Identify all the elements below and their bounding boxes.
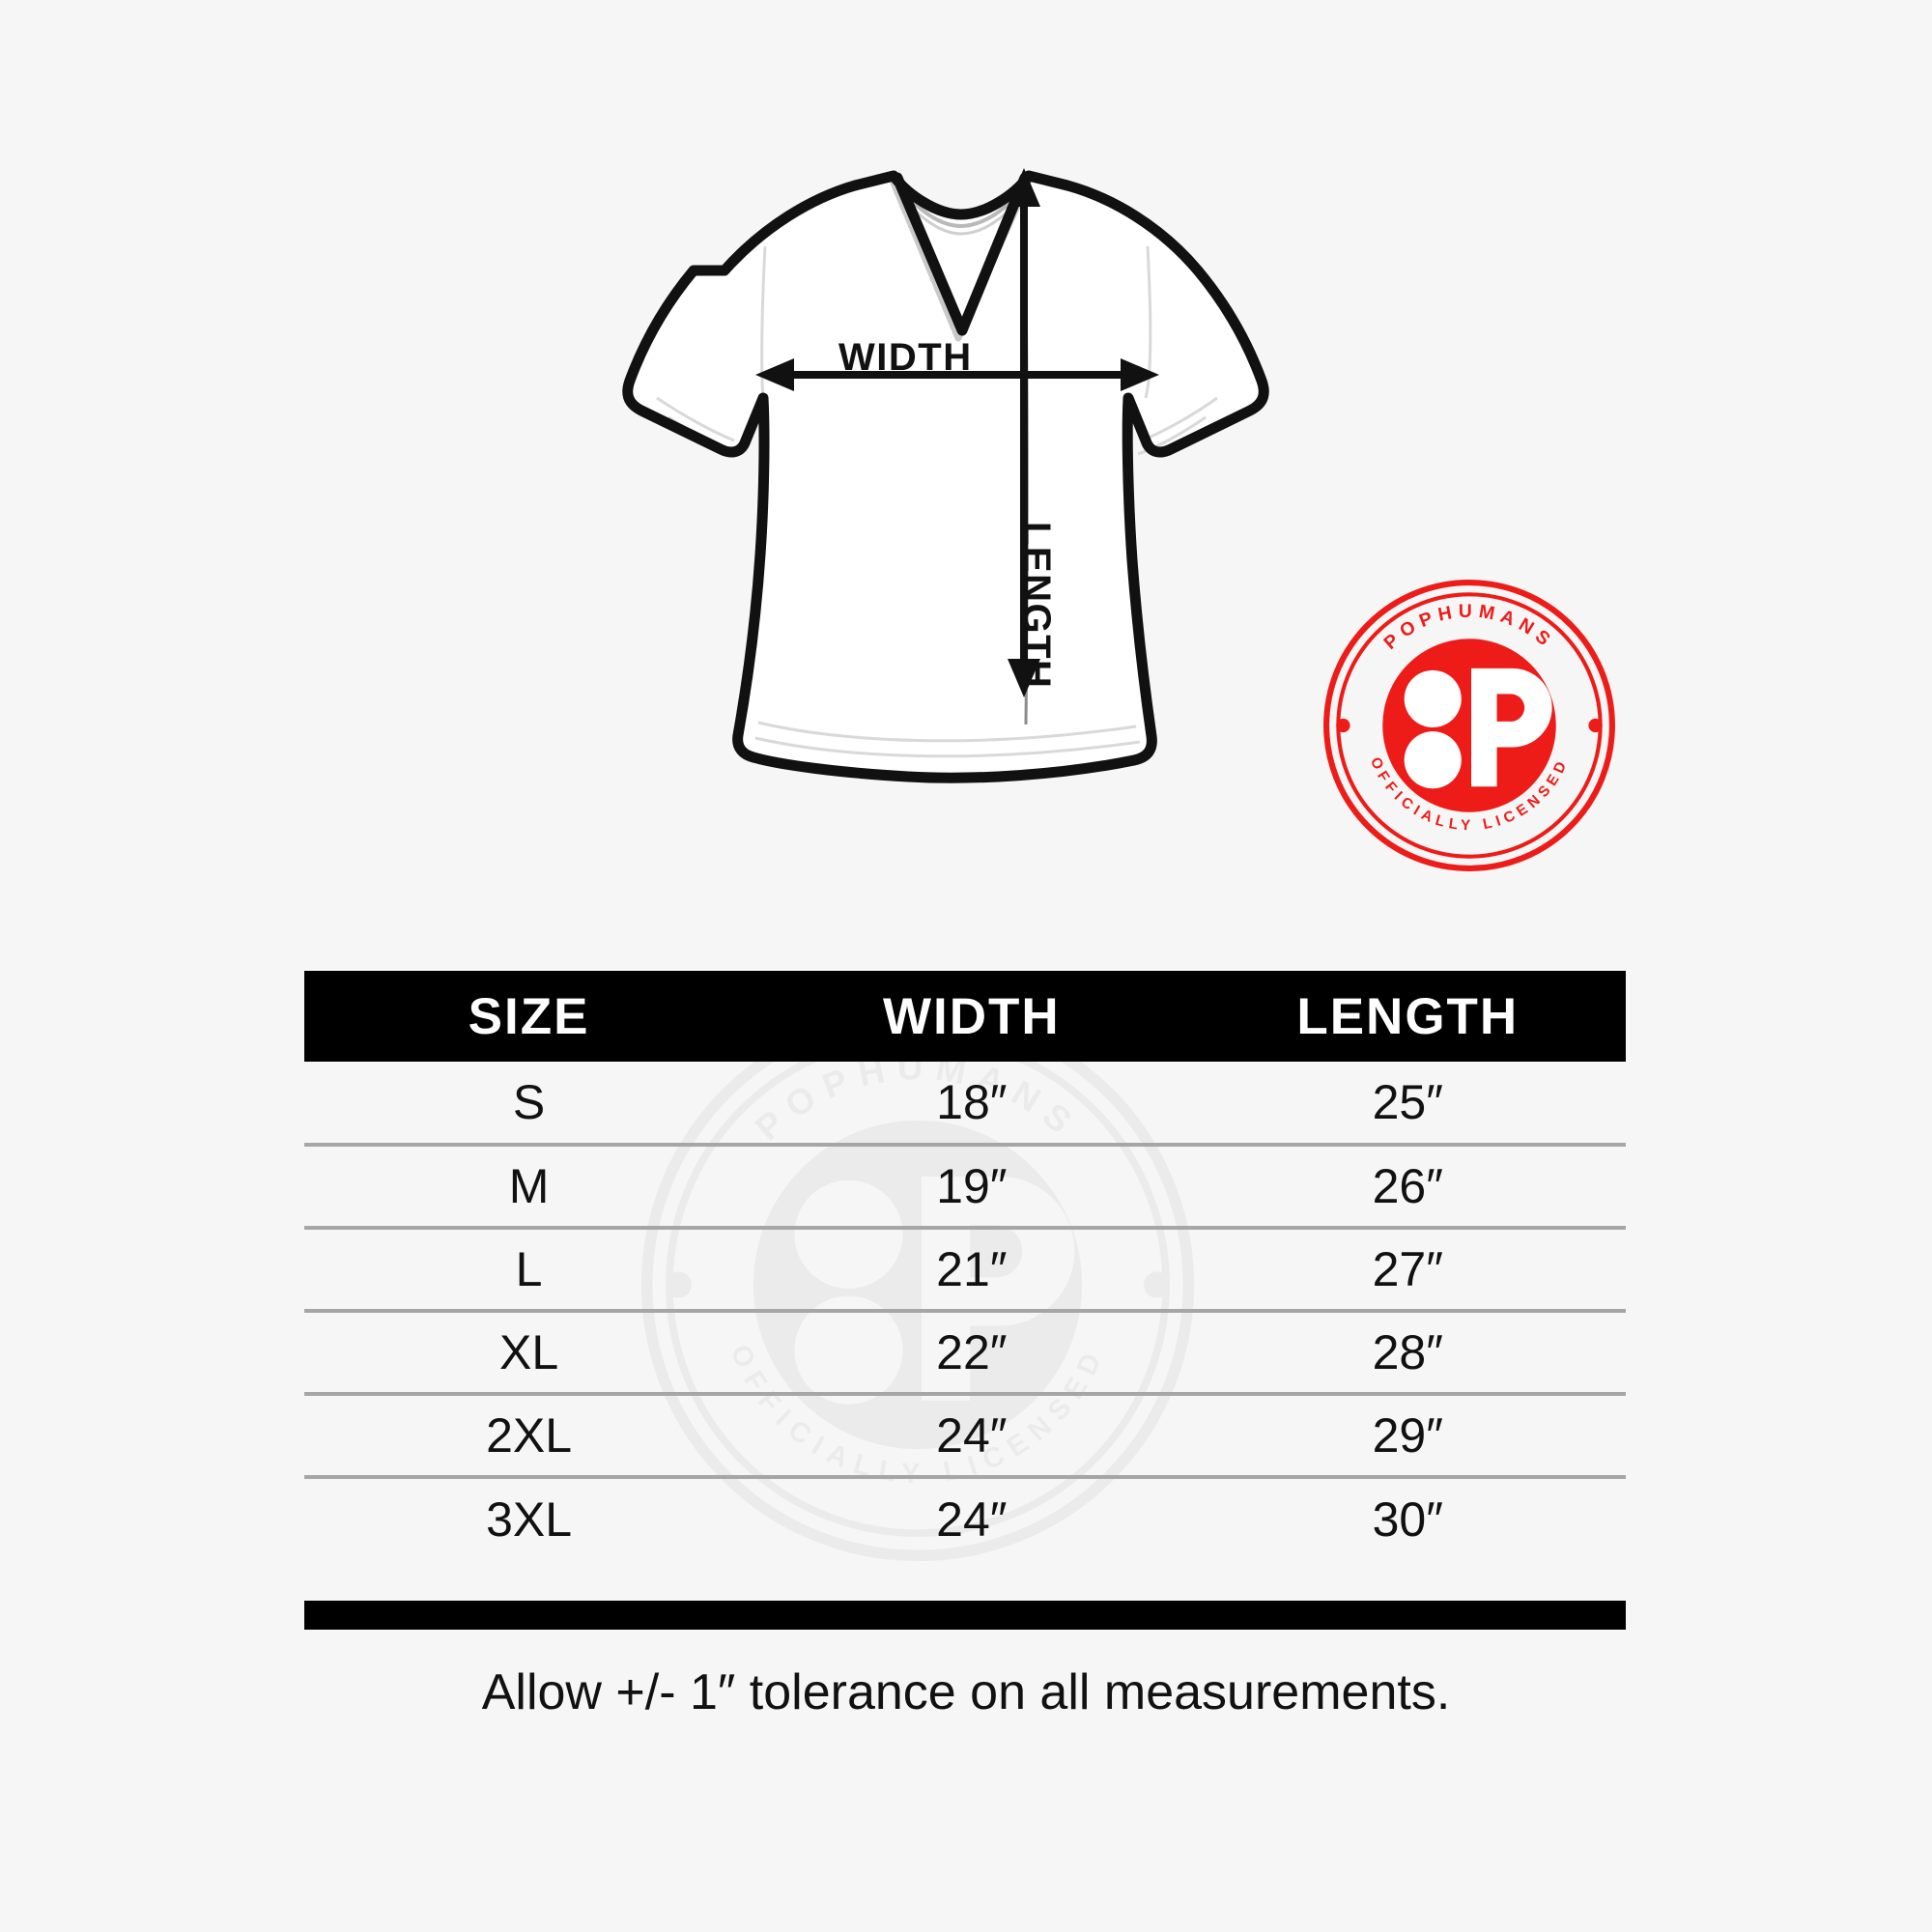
cell-width: 22″ xyxy=(753,1311,1190,1396)
length-dimension-label: LENGTH xyxy=(1015,522,1058,690)
cell-size: M xyxy=(304,1145,754,1230)
column-header-width: WIDTH xyxy=(753,971,1190,1062)
badge-monogram-p xyxy=(1471,668,1552,787)
pophumans-badge: POPHUMANS OFFICIALLY LICENSED xyxy=(1321,578,1617,873)
cell-size: S xyxy=(304,1062,754,1147)
cell-size: 3XL xyxy=(486,1492,573,1547)
tshirt-diagram-svg xyxy=(622,168,1269,783)
table-row: S 18″ 25″ xyxy=(304,1062,1626,1147)
badge-dot-right xyxy=(1588,718,1603,733)
column-header-length: LENGTH xyxy=(1189,971,1626,1062)
cell-length: 25″ xyxy=(1189,1062,1626,1147)
cell-length: 30″ xyxy=(1372,1492,1443,1547)
cell-length: 28″ xyxy=(1189,1311,1626,1396)
badge-dot-left xyxy=(1336,718,1350,733)
size-chart-table: SIZE WIDTH LENGTH S 18″ 25″ M 19″ 26″ L 21″ 27″ X… xyxy=(304,971,1626,1560)
badge-mark-dot-lower xyxy=(1404,731,1462,789)
cell-width: 21″ xyxy=(753,1228,1190,1313)
pophumans-badge-svg: POPHUMANS OFFICIALLY LICENSED xyxy=(1323,580,1615,871)
cell-width: 24″ xyxy=(753,1394,1190,1479)
tolerance-note: Allow +/- 1″ tolerance on all measuremen… xyxy=(481,1664,1451,1720)
cell-width: 19″ xyxy=(753,1145,1190,1230)
table-row: 3XL 24″ 30″ xyxy=(304,1477,1626,1560)
width-measure-arrow xyxy=(755,358,1159,391)
badge-mark-dot-upper xyxy=(1404,669,1462,728)
cell-width: 18″ xyxy=(753,1062,1190,1147)
table-header-row: SIZE WIDTH LENGTH xyxy=(304,971,1626,1062)
table-header: SIZE WIDTH LENGTH xyxy=(304,971,1626,1062)
cell-width: 24″ xyxy=(936,1492,1008,1547)
cell-length: 26″ xyxy=(1189,1145,1626,1230)
table-body: S 18″ 25″ M 19″ 26″ L 21″ 27″ XL 22″ 28″ 2XL 24″ 29″ 3X… xyxy=(304,1062,1626,1560)
table-row: M 19″ 26″ xyxy=(304,1145,1626,1230)
badge-outer-ring xyxy=(1323,580,1615,871)
column-header-size: SIZE xyxy=(304,971,754,1062)
cell-size: XL xyxy=(304,1311,754,1396)
size-chart-table-wrapper: SIZE WIDTH LENGTH S 18″ 25″ M 19″ 26″ L 21″ 27″ X… xyxy=(304,971,1626,1560)
length-measure-arrow xyxy=(1008,168,1040,697)
v-neck-outline xyxy=(892,172,1031,336)
cell-length: 27″ xyxy=(1189,1228,1626,1313)
table-row: L 21″ 27″ xyxy=(304,1228,1626,1313)
cell-size: 2XL xyxy=(304,1394,754,1479)
table-row: 2XL 24″ 29″ xyxy=(304,1394,1626,1479)
cell-size: L xyxy=(304,1228,754,1313)
tshirt-illustration xyxy=(522,145,1352,908)
table-row: XL 22″ 28″ xyxy=(304,1311,1626,1396)
tshirt-outline xyxy=(622,170,1269,783)
cell-length: 29″ xyxy=(1189,1394,1626,1479)
tshirt-body-fill xyxy=(627,176,1264,779)
width-dimension-label: WIDTH xyxy=(838,336,973,379)
table-footer-bar xyxy=(304,1601,1626,1630)
